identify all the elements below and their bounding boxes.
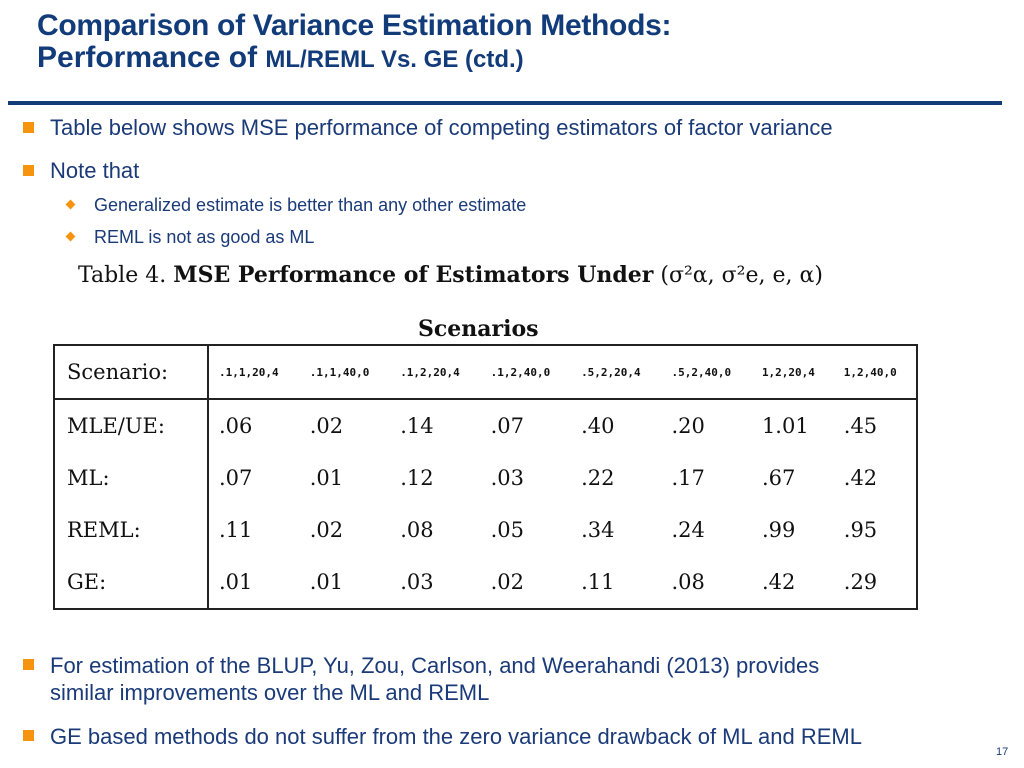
table-caption-number: Table 4. — [78, 263, 167, 288]
table-row: GE: .01 .01 .03 .02 .11 .08 .42 .29 — [54, 556, 917, 609]
table-cell: .45 — [843, 414, 878, 438]
table-cell: .01 — [309, 466, 344, 490]
table-caption-title: MSE Performance of Estimators Under — [173, 262, 654, 288]
table-cell: .02 — [309, 518, 344, 542]
sub-bullet-1: Generalized estimate is better than any … — [94, 195, 527, 215]
scenario-header: 1,2,20,4 — [751, 345, 834, 400]
table-caption: Table 4. MSE Performance of Estimators U… — [78, 262, 823, 288]
table-cell: .02 — [490, 570, 525, 594]
table-cell: .06 — [219, 414, 253, 438]
square-bullet-icon — [23, 165, 34, 176]
table-row: REML: .11 .02 .08 .05 .34 .24 .99 .95 — [54, 504, 917, 556]
row-label: REML: — [54, 504, 209, 556]
scenario-header: .5,2,20,4 — [571, 345, 662, 400]
table-cell: .14 — [400, 414, 434, 438]
square-bullet-icon — [23, 659, 34, 670]
table-caption-params: (σ²α, σ²e, e, α) — [660, 263, 823, 288]
bullet-3-line-1: For estimation of the BLUP, Yu, Zou, Car… — [50, 653, 820, 678]
table-cell: .34 — [581, 518, 615, 542]
header-label: Scenario: — [54, 345, 209, 400]
table-cell: .22 — [581, 466, 615, 490]
scenario-header: .1,2,40,0 — [480, 345, 572, 400]
square-bullet-icon — [23, 122, 34, 133]
table-cell: .02 — [309, 414, 344, 438]
table-cell: .42 — [843, 466, 878, 490]
scenario-header: 1,2,40,0 — [833, 345, 917, 400]
table-cell: 1.01 — [761, 414, 809, 438]
table-cell: .17 — [671, 466, 705, 490]
table-cell: .11 — [581, 570, 615, 594]
table-cell: .99 — [761, 518, 796, 542]
row-label: ML: — [54, 452, 209, 504]
bullet-4: GE based methods do not suffer from the … — [50, 724, 862, 749]
table-cell: .95 — [843, 518, 878, 542]
table-cell: .67 — [761, 466, 796, 490]
table-group-label: Scenarios — [418, 316, 539, 342]
scenario-header: .5,2,40,0 — [661, 345, 752, 400]
table-cell: .42 — [761, 570, 796, 594]
title-line-1: Comparison of Variance Estimation Method… — [37, 9, 672, 42]
table-cell: .01 — [309, 570, 344, 594]
table-cell: .05 — [490, 518, 525, 542]
table-row: ML: .07 .01 .12 .03 .22 .17 .67 .42 — [54, 452, 917, 504]
diamond-bullet-icon — [65, 231, 76, 242]
slide-title: Comparison of Variance Estimation Method… — [37, 10, 671, 79]
table-cell: .08 — [400, 518, 434, 542]
table-row: MLE/UE: .06 .02 .14 .07 .40 .20 1.01 .45 — [54, 399, 917, 452]
table-cell: .07 — [219, 466, 253, 490]
title-line-2b: ML/REML Vs. GE (ctd.) — [265, 46, 524, 73]
scenario-header: .1,2,20,4 — [390, 345, 481, 400]
table-cell: .03 — [400, 570, 434, 594]
bullet-2: Note that — [50, 158, 140, 183]
diamond-bullet-icon — [65, 199, 76, 210]
row-label: MLE/UE: — [54, 399, 209, 452]
sub-bullet-2: REML is not as good as ML — [94, 227, 315, 247]
table-cell: .12 — [400, 466, 434, 490]
bullet-3-line-2: similar improvements over the ML and REM… — [50, 680, 490, 705]
scenario-header: .1,1,40,0 — [299, 345, 391, 400]
table-cell: .08 — [671, 570, 705, 594]
bullet-1: Table below shows MSE performance of com… — [50, 115, 833, 140]
title-line-2a: Performance of — [37, 41, 266, 74]
table-header-row: Scenario: .1,1,20,4 .1,1,40,0 .1,2,20,4 … — [54, 345, 917, 400]
scenario-header: .1,1,20,4 — [208, 345, 300, 400]
page-number: 17 — [996, 746, 1009, 758]
table-cell: .20 — [671, 414, 705, 438]
table-cell: .29 — [843, 570, 878, 594]
table-cell: .03 — [490, 466, 525, 490]
table-cell: .07 — [490, 414, 525, 438]
table-cell: .24 — [671, 518, 705, 542]
table-cell: .11 — [219, 518, 253, 542]
row-label: GE: — [54, 556, 209, 609]
square-bullet-icon — [23, 730, 34, 741]
table-cell: .40 — [581, 414, 615, 438]
mse-table: Scenario: .1,1,20,4 .1,1,40,0 .1,2,20,4 … — [53, 344, 918, 610]
title-divider — [8, 101, 1002, 105]
table-cell: .01 — [219, 570, 253, 594]
